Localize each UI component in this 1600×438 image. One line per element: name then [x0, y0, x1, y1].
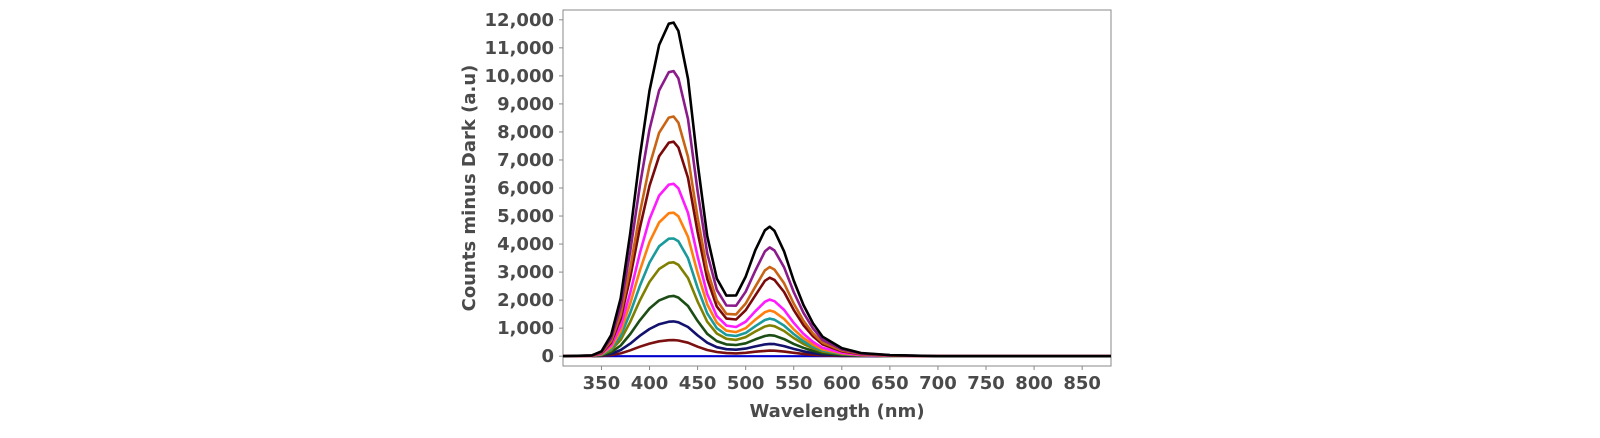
y-tick-label: 10,000 [485, 66, 554, 87]
x-tick-label: 650 [871, 373, 909, 394]
y-axis: 0 1,000 2,000 3,000 4,000 5,000 6,000 7,000 8,00… [485, 10, 563, 367]
x-axis-title: Wavelength (nm) [749, 401, 924, 422]
y-tick-label: 2,000 [497, 290, 554, 311]
y-tick-label: 7,000 [497, 150, 554, 171]
series-layer [562, 21, 1111, 358]
y-tick-label: 11,000 [485, 38, 554, 59]
y-tick-label: 12,000 [485, 10, 554, 31]
y-tick-label: 0 [541, 346, 554, 367]
x-tick-label: 700 [919, 373, 957, 394]
y-tick-label: 3,000 [497, 262, 554, 283]
y-tick-label: 8,000 [497, 122, 554, 143]
y-tick-label: 4,000 [497, 234, 554, 255]
y-tick-label: 5,000 [497, 206, 554, 227]
y-tick-label: 6,000 [497, 178, 554, 199]
x-tick-label: 750 [967, 373, 1005, 394]
x-tick-label: 400 [631, 373, 669, 394]
x-tick-label: 600 [823, 373, 861, 394]
x-axis: 350 400 450 500 550 600 650 700 750 800 850 [583, 366, 1101, 394]
y-axis-title: Counts minus Dark (a.u) [459, 65, 480, 312]
x-tick-label: 450 [679, 373, 717, 394]
x-tick-label: 850 [1063, 373, 1101, 394]
x-tick-label: 500 [727, 373, 765, 394]
y-tick-label: 1,000 [497, 318, 554, 339]
x-tick-label: 350 [583, 373, 621, 394]
x-tick-label: 800 [1015, 373, 1053, 394]
series-line-12 [562, 21, 1111, 358]
y-tick-label: 9,000 [497, 94, 554, 115]
x-tick-label: 550 [775, 373, 813, 394]
